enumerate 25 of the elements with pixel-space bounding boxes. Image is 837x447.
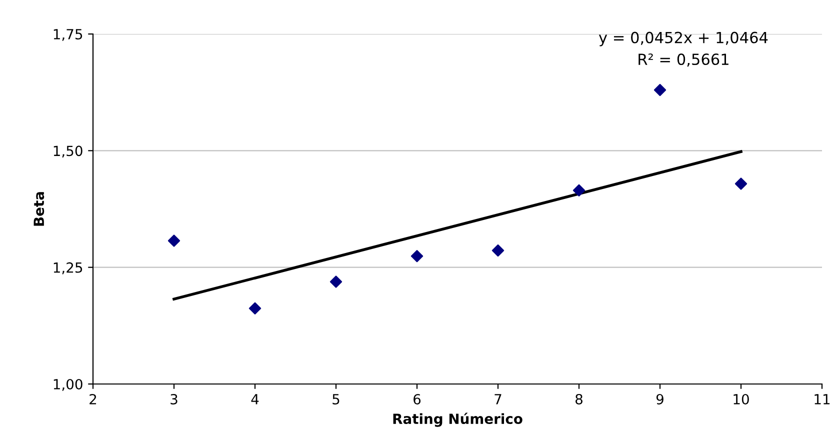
x-tick-label: 5 [332,394,340,404]
point [330,276,342,288]
y-tick-label: 1,00 [54,378,82,391]
x-tick-label: 6 [414,394,421,404]
x-tick-label: 8 [576,394,582,404]
y-tick-label: 1,75 [54,29,82,41]
y-tick-label: 1,50 [54,146,82,158]
annotation: y = 0,0452x + 1,0464 R² = 0,5661 [598,32,768,67]
y-tick-label: 1,25 [54,262,82,274]
x-tick-label: 10 [734,394,749,404]
point [168,234,180,247]
point [492,244,504,257]
x-tick-label: 11 [814,394,830,404]
point [410,250,424,262]
x-axis-title: Rating Númerico [393,412,522,427]
point [248,302,262,314]
x-tick-label: 7 [494,394,502,404]
x-tick-label: 3 [170,394,178,404]
point [734,178,748,190]
x-tick-label: 2 [90,394,96,404]
point [654,84,666,96]
x-tick-label: 4 [251,394,259,404]
x-tick-label: 9 [656,394,664,404]
point [572,184,586,196]
y-axis-title: Beta [34,192,44,226]
